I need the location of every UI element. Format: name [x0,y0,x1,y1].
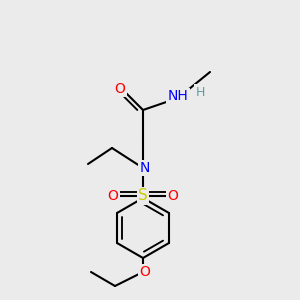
Text: O: O [168,189,178,203]
Text: H: H [195,85,205,98]
Text: O: O [108,189,118,203]
Text: N: N [140,161,150,175]
Text: O: O [115,82,125,96]
Text: S: S [138,188,148,203]
Text: O: O [140,265,150,279]
Text: NH: NH [168,89,188,103]
